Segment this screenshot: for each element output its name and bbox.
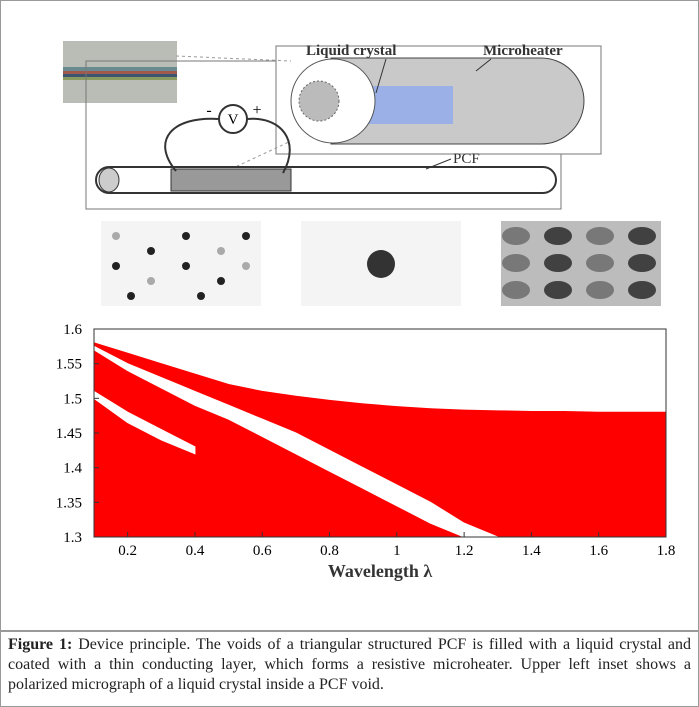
mode-spot: [147, 277, 155, 285]
mode-lobe: [544, 254, 572, 272]
mode-spot: [127, 292, 135, 300]
mode-lobe: [628, 281, 656, 299]
area: [94, 342, 666, 537]
mode-lobe: [502, 281, 530, 299]
y-tick-label: 1.6: [63, 322, 82, 338]
hole-lattice: [298, 80, 340, 122]
caption-text: Device principle. The voids of a triangu…: [8, 636, 692, 693]
x-tick-label: 0.6: [253, 543, 272, 559]
voltmeter: [218, 104, 248, 134]
mode-spot: [112, 262, 120, 270]
leader: [175, 55, 292, 62]
leader: [375, 58, 387, 94]
mode-spot: [242, 262, 250, 270]
device-diagram: V - + Liquid crystal Microheater PCF: [63, 41, 602, 210]
mode-spot: [182, 232, 190, 240]
mode-spot: [112, 232, 120, 240]
figure: V - + Liquid crystal Microheater PCF 1.3…: [0, 0, 699, 632]
fiber-end: [98, 167, 120, 193]
x-tick-label: 1.2: [455, 543, 474, 559]
wire: [164, 117, 220, 172]
mode-lobe: [586, 281, 614, 299]
chart: 1.3 1.35 1.4 1.45 1.5 1.55 1.6 0.2 0.4 0.6 0.8 1 1.2…: [56, 322, 676, 581]
leader: [425, 158, 452, 170]
caption-label: Figure 1:: [8, 636, 73, 653]
plot-area: [94, 342, 666, 537]
y-tick-label: 1.3: [63, 530, 82, 546]
mode-spot: [147, 247, 155, 255]
mode-spot: [242, 232, 250, 240]
mode-lobe: [628, 254, 656, 272]
mode-spot: [197, 292, 205, 300]
y-tick-label: 1.55: [56, 357, 82, 373]
mode-lobe: [544, 227, 572, 245]
y-tick-label: 1.4: [63, 461, 82, 477]
voltmeter-label: V: [228, 112, 239, 128]
y-tick-label: 1.45: [56, 426, 82, 442]
x-axis-label: Wavelength λ: [328, 561, 433, 581]
core-mode: [367, 250, 395, 278]
x-tick-label: 0.8: [320, 543, 339, 559]
liquid-crystal-label: Liquid crystal: [306, 43, 396, 59]
area: [94, 390, 196, 455]
plus-label: +: [252, 102, 261, 119]
wire: [246, 117, 291, 174]
mode-spot: [217, 277, 225, 285]
heater-section: [170, 168, 292, 192]
x-tick-label: 1: [393, 543, 401, 559]
mode-lobe: [586, 227, 614, 245]
mode-lobe: [502, 254, 530, 272]
x-tick-label: 1.6: [589, 543, 608, 559]
y-tick-label: 1.35: [56, 495, 82, 511]
mode-lobe: [628, 227, 656, 245]
x-tick-label: 1.8: [657, 543, 676, 559]
x-tick-label: 1.4: [522, 543, 541, 559]
mode-spot: [182, 262, 190, 270]
area: [94, 345, 498, 537]
micrograph-stripe: [63, 77, 177, 80]
micrograph-stripe: [63, 71, 177, 74]
mode-lobe: [502, 227, 530, 245]
y-tick-label: 1.5: [63, 391, 82, 407]
caption: Figure 1: Device principle. The voids of…: [0, 630, 699, 707]
mode-lobe: [586, 254, 614, 272]
minus-label: -: [206, 102, 211, 119]
pcf-fiber: [95, 166, 557, 194]
micrograph-stripe: [63, 74, 177, 77]
leader: [230, 140, 292, 170]
mode-panel: [101, 221, 261, 306]
microheater-label: Microheater: [483, 43, 563, 59]
micrograph-stripe: [63, 67, 177, 71]
x-tick-label: 0.2: [118, 543, 137, 559]
x-tick-label: 0.4: [186, 543, 205, 559]
mode-lobe: [544, 281, 572, 299]
mode-spot: [217, 247, 225, 255]
leader: [475, 58, 492, 72]
pcf-label: PCF: [453, 151, 480, 167]
